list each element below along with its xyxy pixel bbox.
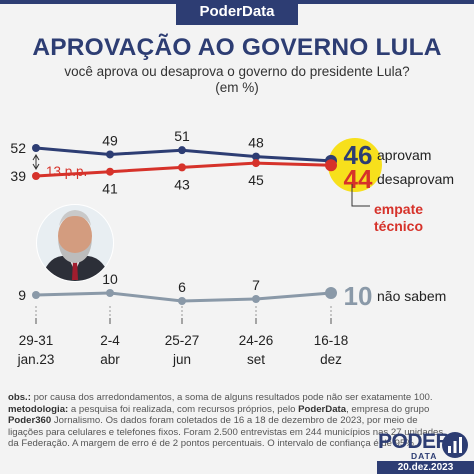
series-name-label: desaprovam xyxy=(377,171,454,187)
series-name-label: não sabem xyxy=(377,288,446,304)
poderdata-logo: PODER DATA xyxy=(378,430,470,461)
methodology-notes: obs.: por causa dos arredondamentos, a s… xyxy=(8,392,448,450)
x-tick-label-top: 24-26 xyxy=(239,333,274,348)
brand-label: PoderData xyxy=(176,0,298,25)
data-point xyxy=(106,167,114,176)
x-tick-label-bottom: dez xyxy=(320,352,342,367)
x-tick-label-top: 2-4 xyxy=(100,333,120,348)
tie-label-line1: empate xyxy=(374,201,423,217)
x-tick-label-top: 16-18 xyxy=(314,333,349,348)
data-point xyxy=(178,163,186,172)
data-point xyxy=(325,159,337,172)
series-name-label: aprovam xyxy=(377,147,431,163)
data-point xyxy=(32,172,40,180)
data-label: 10 xyxy=(102,271,118,287)
tie-label-line2: técnico xyxy=(374,218,423,234)
data-point xyxy=(252,152,260,161)
x-tick-label-bottom: abr xyxy=(100,352,120,367)
gap-arrow-up xyxy=(32,154,40,161)
data-label: 49 xyxy=(102,132,118,148)
data-label: 51 xyxy=(174,128,190,144)
gap-annotation: 13 p.p. xyxy=(46,164,87,179)
data-point xyxy=(32,144,40,152)
data-point xyxy=(106,289,114,297)
methodology-brand: PoderData xyxy=(298,403,347,415)
data-point xyxy=(252,295,260,303)
chart-title: APROVAÇÃO AO GOVERNO LULA xyxy=(32,34,442,61)
data-point xyxy=(32,291,40,299)
data-label: 9 xyxy=(18,287,26,303)
obs-text: por causa dos arredondamentos, a soma de… xyxy=(33,392,433,403)
data-label: 43 xyxy=(174,176,190,192)
data-label: 6 xyxy=(178,279,186,295)
logo-text-top: PODER xyxy=(378,430,451,453)
data-point xyxy=(178,146,186,155)
methodology-text-1: a pesquisa foi realizada, com recursos p… xyxy=(70,403,296,415)
final-value-label: 10 xyxy=(344,281,373,311)
data-point xyxy=(106,150,114,159)
latest-highlight-circle xyxy=(328,138,382,192)
x-tick-label-bottom: jan.23 xyxy=(17,352,55,367)
x-tick-label-top: 29-31 xyxy=(19,333,54,348)
data-label: 48 xyxy=(248,135,264,151)
obs-label: obs.: xyxy=(8,392,31,403)
lula-portrait xyxy=(36,204,114,282)
methodology-text-3: Jornalismo. Os dados foram coletados de … xyxy=(8,415,444,450)
methodology-brand2: Poder360 xyxy=(8,415,52,427)
data-point xyxy=(325,287,337,299)
line-chart: 29-31 jan.23 2-4 abr 25-27 jun 24-26 set 16-18 de… xyxy=(10,128,454,367)
data-point xyxy=(178,297,186,305)
data-label: 7 xyxy=(252,277,260,293)
data-point xyxy=(252,159,260,168)
data-label: 52 xyxy=(10,140,26,156)
x-tick-label-bottom: set xyxy=(247,352,265,367)
methodology-label: metodologia: xyxy=(8,403,69,415)
x-tick-label-top: 25-27 xyxy=(165,333,200,348)
publication-date: 20.dez.2023 xyxy=(377,461,474,474)
x-tick-label-bottom: jun xyxy=(172,352,191,367)
tie-connector xyxy=(351,184,370,207)
methodology-text-2: , empresa do grupo xyxy=(346,403,430,415)
logo-bars-icon xyxy=(442,432,468,458)
gap-arrow-down xyxy=(32,163,40,170)
chart-subtitle: você aprova ou desaprova o governo do pr… xyxy=(64,64,410,79)
data-label: 39 xyxy=(10,168,26,184)
chart-unit: (em %) xyxy=(215,80,259,95)
final-value-label: 44 xyxy=(344,164,373,194)
logo-text-bottom: DATA xyxy=(411,451,438,461)
data-label: 41 xyxy=(102,181,118,197)
data-label: 45 xyxy=(248,172,264,188)
final-value-label: 46 xyxy=(344,140,373,170)
